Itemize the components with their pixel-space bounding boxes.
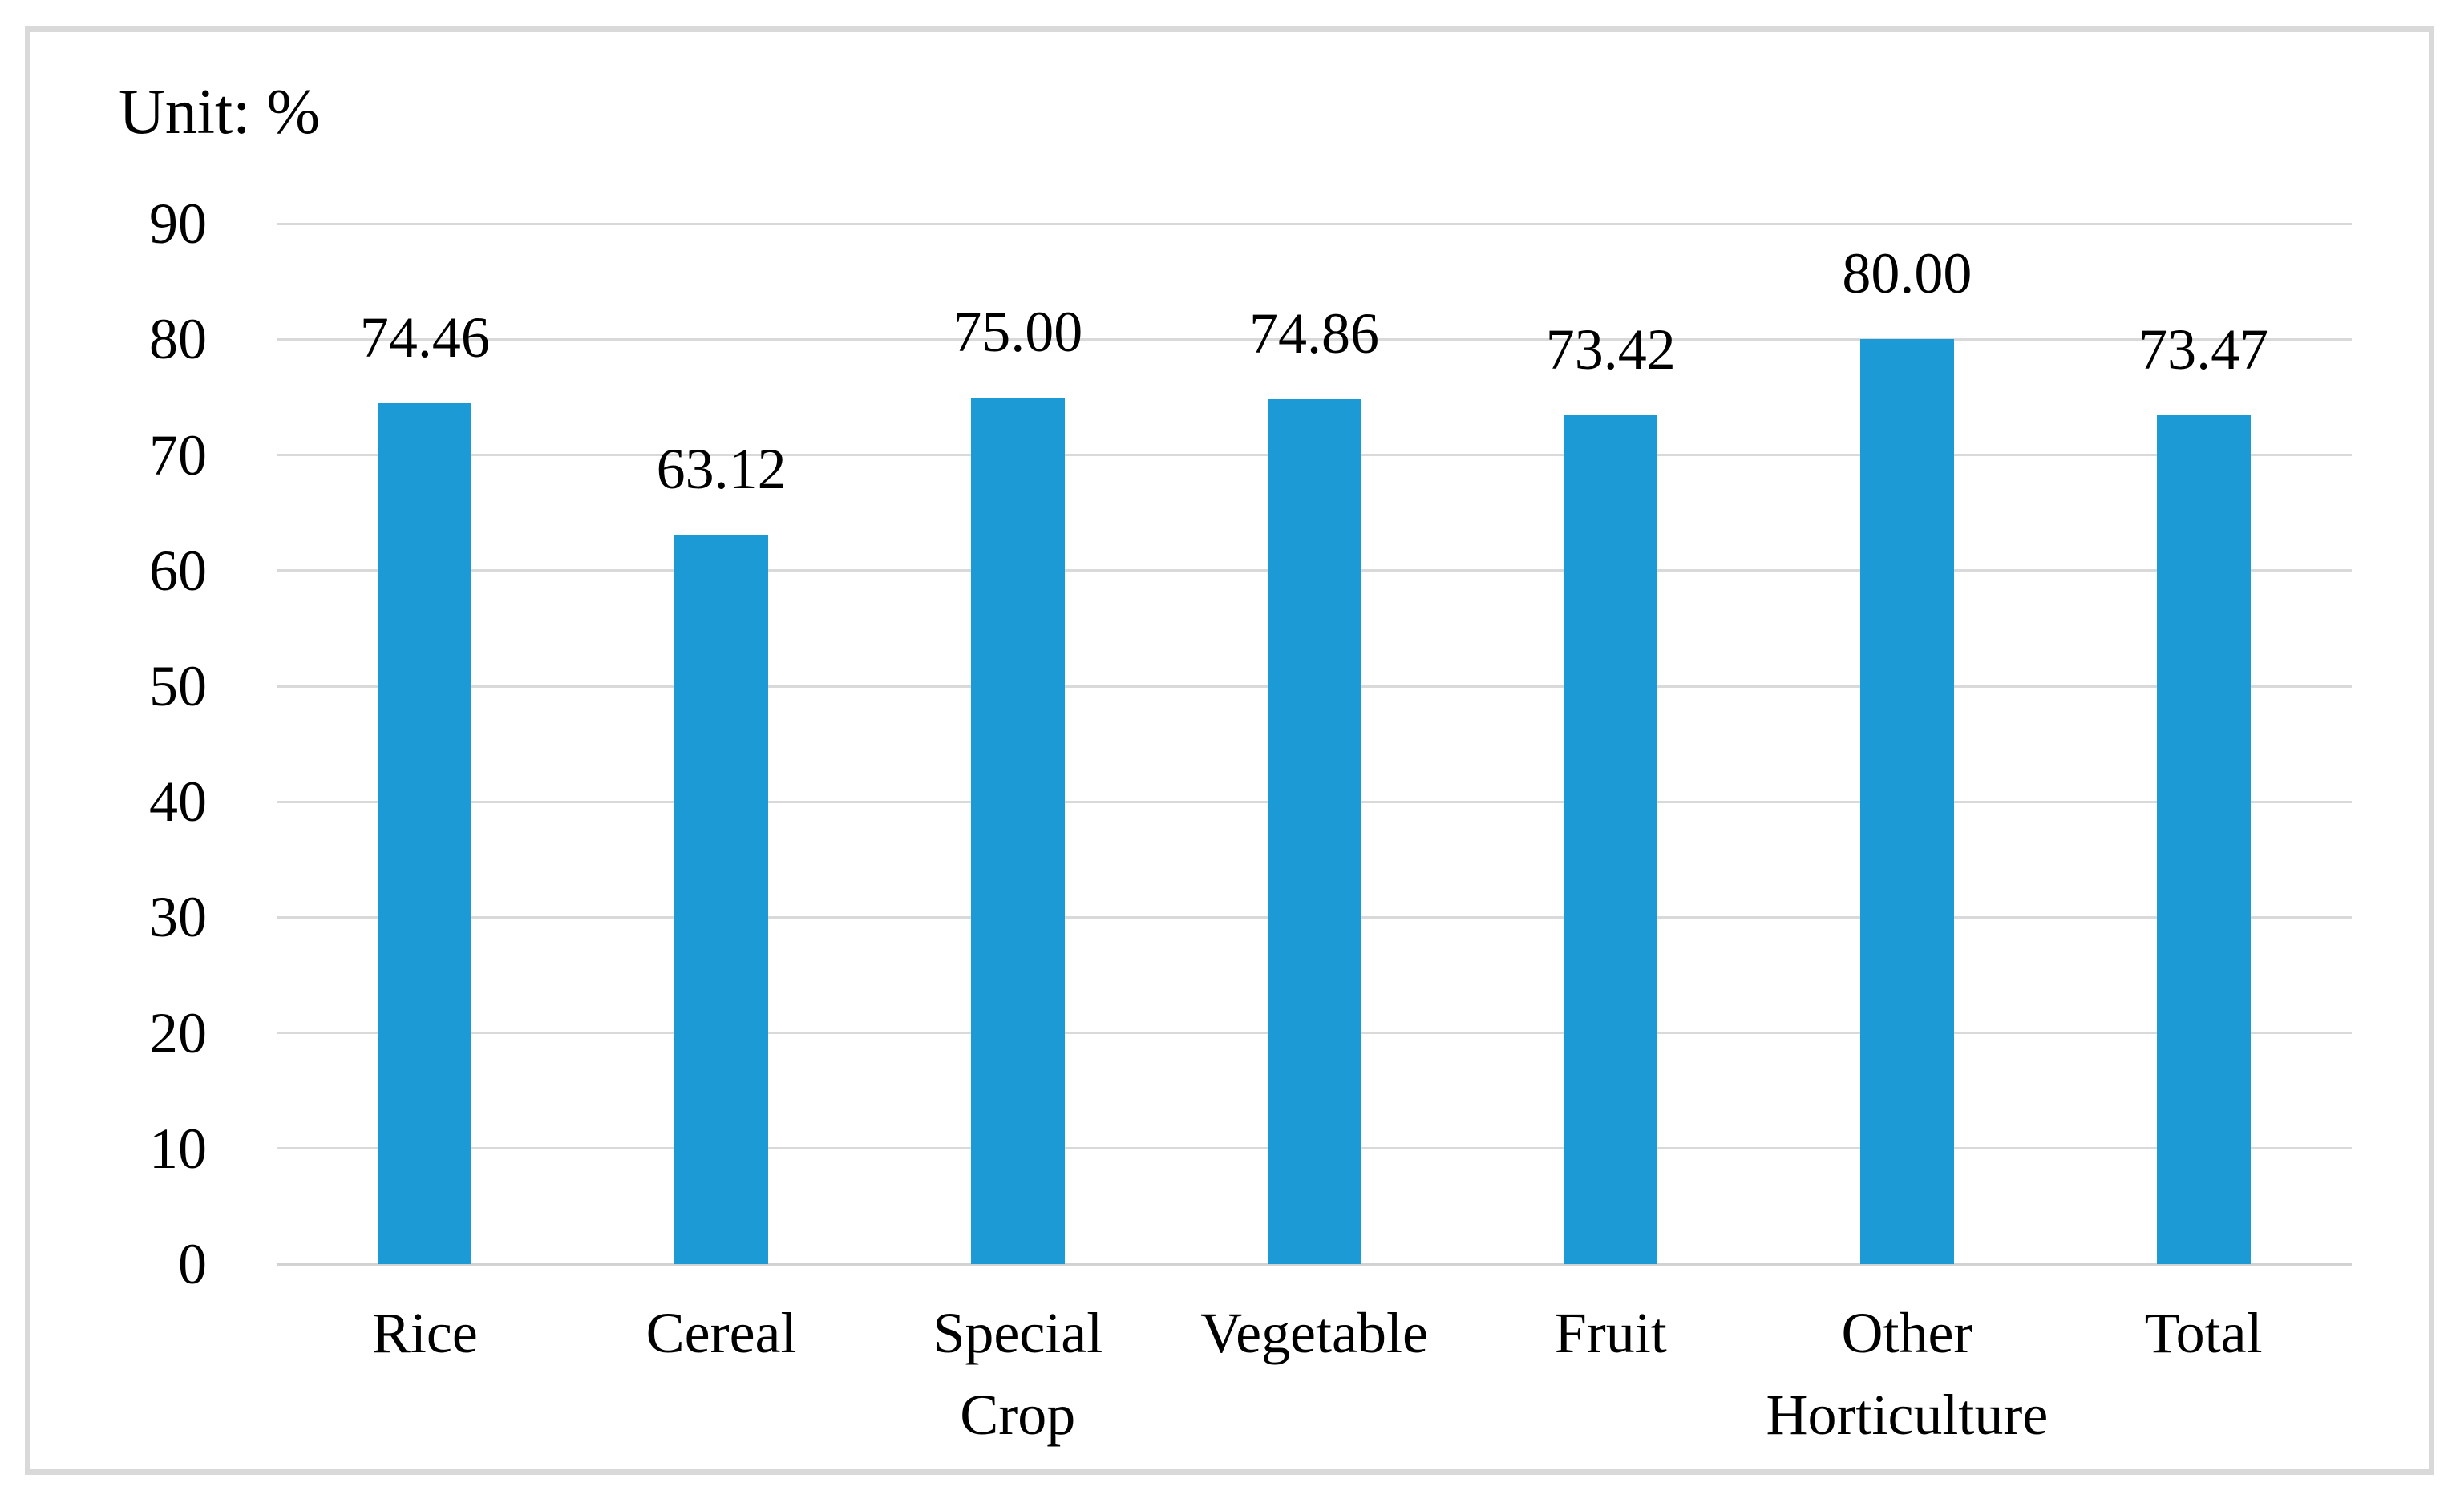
bar [674, 534, 769, 1264]
bar-value-label: 63.12 [656, 436, 787, 501]
bar-value-label: 80.00 [1842, 241, 1972, 306]
y-tick-label: 10 [149, 1116, 207, 1181]
x-category-label: Total [2144, 1301, 2263, 1365]
y-tick-label: 80 [149, 307, 207, 372]
x-category-label: Rice [371, 1301, 478, 1365]
x-axis-line [277, 1263, 2352, 1266]
bar [970, 397, 1065, 1264]
bar-value-label: 75.00 [953, 299, 1083, 364]
bar [2156, 414, 2251, 1264]
x-category-label: Special Crop [933, 1301, 1103, 1447]
y-tick-label: 20 [149, 1000, 207, 1065]
bar [1564, 415, 1658, 1264]
x-category-label: Vegetable [1200, 1301, 1428, 1365]
bar-value-label: 73.42 [1545, 317, 1676, 382]
bar [1267, 398, 1361, 1264]
bar-value-label: 74.46 [359, 305, 490, 370]
bar [1859, 339, 1954, 1264]
gridline [277, 337, 2352, 341]
x-category-label: Cereal [645, 1301, 797, 1365]
bar [378, 403, 472, 1264]
bar-value-label: 74.86 [1249, 301, 1379, 366]
bar-value-label: 73.47 [2138, 317, 2269, 382]
chart-unit-title: Unit: % [119, 77, 321, 147]
y-tick-label: 50 [149, 654, 207, 718]
chart-frame-border [25, 26, 2434, 1475]
y-tick-label: 30 [149, 885, 207, 950]
y-tick-label: 70 [149, 422, 207, 487]
x-category-label: Other Horticulture [1766, 1301, 2049, 1447]
y-tick-label: 90 [149, 192, 207, 257]
gridline [277, 222, 2352, 225]
y-tick-label: 0 [178, 1232, 207, 1296]
x-category-label: Fruit [1554, 1301, 1667, 1365]
y-tick-label: 40 [149, 770, 207, 834]
y-tick-label: 60 [149, 538, 207, 603]
